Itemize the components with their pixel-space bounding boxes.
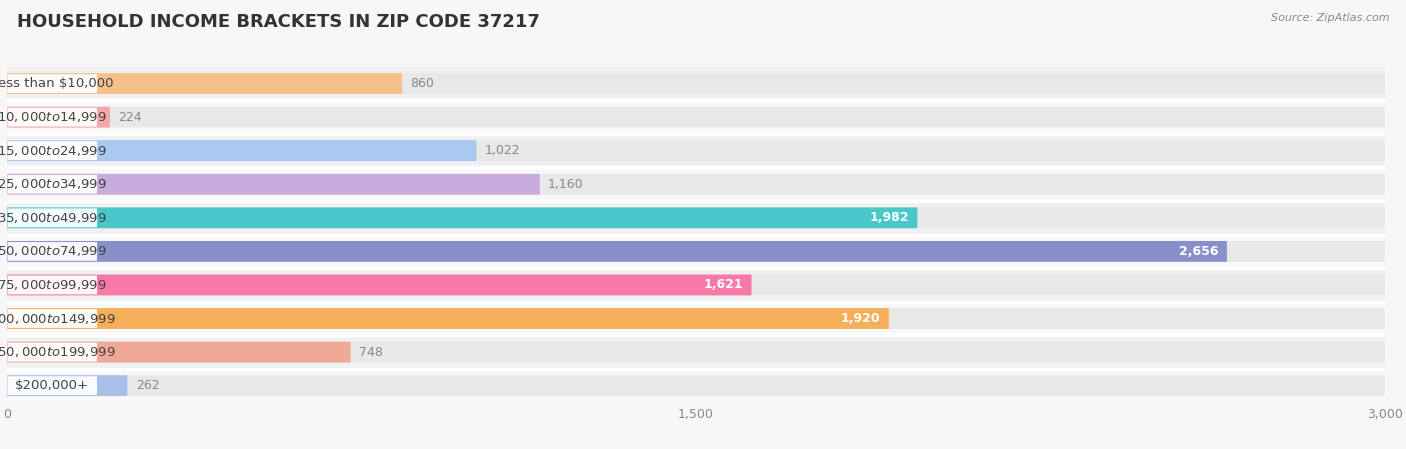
FancyBboxPatch shape <box>7 241 1385 262</box>
FancyBboxPatch shape <box>7 108 97 127</box>
FancyBboxPatch shape <box>7 67 1385 100</box>
Text: $75,000 to $99,999: $75,000 to $99,999 <box>0 278 107 292</box>
Text: $15,000 to $24,999: $15,000 to $24,999 <box>0 144 107 158</box>
FancyBboxPatch shape <box>7 274 752 295</box>
FancyBboxPatch shape <box>7 242 97 261</box>
FancyBboxPatch shape <box>7 207 1385 228</box>
Text: HOUSEHOLD INCOME BRACKETS IN ZIP CODE 37217: HOUSEHOLD INCOME BRACKETS IN ZIP CODE 37… <box>17 13 540 31</box>
FancyBboxPatch shape <box>7 343 97 361</box>
Text: $25,000 to $34,999: $25,000 to $34,999 <box>0 177 107 191</box>
FancyBboxPatch shape <box>7 302 1385 335</box>
FancyBboxPatch shape <box>7 174 1385 195</box>
FancyBboxPatch shape <box>7 276 97 295</box>
Text: 2,656: 2,656 <box>1180 245 1219 258</box>
FancyBboxPatch shape <box>7 107 1385 128</box>
Text: Source: ZipAtlas.com: Source: ZipAtlas.com <box>1271 13 1389 23</box>
Text: 748: 748 <box>359 346 382 359</box>
Text: 860: 860 <box>411 77 434 90</box>
Text: 1,621: 1,621 <box>703 278 744 291</box>
FancyBboxPatch shape <box>7 140 477 161</box>
FancyBboxPatch shape <box>7 208 97 227</box>
Text: $10,000 to $14,999: $10,000 to $14,999 <box>0 110 107 124</box>
FancyBboxPatch shape <box>7 241 1227 262</box>
Text: $200,000+: $200,000+ <box>15 379 89 392</box>
FancyBboxPatch shape <box>7 107 110 128</box>
FancyBboxPatch shape <box>7 134 1385 167</box>
FancyBboxPatch shape <box>7 207 917 228</box>
FancyBboxPatch shape <box>7 369 1385 402</box>
Text: $150,000 to $199,999: $150,000 to $199,999 <box>0 345 115 359</box>
FancyBboxPatch shape <box>7 74 97 93</box>
Text: $50,000 to $74,999: $50,000 to $74,999 <box>0 244 107 258</box>
FancyBboxPatch shape <box>7 174 540 195</box>
Text: $35,000 to $49,999: $35,000 to $49,999 <box>0 211 107 225</box>
FancyBboxPatch shape <box>7 342 1385 362</box>
Text: Less than $10,000: Less than $10,000 <box>0 77 114 90</box>
FancyBboxPatch shape <box>7 175 97 194</box>
FancyBboxPatch shape <box>7 308 889 329</box>
FancyBboxPatch shape <box>7 342 350 362</box>
FancyBboxPatch shape <box>7 375 128 396</box>
FancyBboxPatch shape <box>7 274 1385 295</box>
FancyBboxPatch shape <box>7 100 1385 134</box>
Text: 224: 224 <box>118 110 142 123</box>
FancyBboxPatch shape <box>7 375 1385 396</box>
Text: 1,920: 1,920 <box>841 312 880 325</box>
FancyBboxPatch shape <box>7 167 1385 201</box>
Text: 1,160: 1,160 <box>548 178 583 191</box>
FancyBboxPatch shape <box>7 73 402 94</box>
FancyBboxPatch shape <box>7 309 97 328</box>
Text: 1,982: 1,982 <box>869 211 910 224</box>
FancyBboxPatch shape <box>7 201 1385 235</box>
FancyBboxPatch shape <box>7 376 97 395</box>
FancyBboxPatch shape <box>7 140 1385 161</box>
Text: 262: 262 <box>135 379 159 392</box>
FancyBboxPatch shape <box>7 73 1385 94</box>
FancyBboxPatch shape <box>7 335 1385 369</box>
Text: 1,022: 1,022 <box>485 144 520 157</box>
Text: $100,000 to $149,999: $100,000 to $149,999 <box>0 312 115 326</box>
FancyBboxPatch shape <box>7 141 97 160</box>
FancyBboxPatch shape <box>7 268 1385 302</box>
FancyBboxPatch shape <box>7 308 1385 329</box>
FancyBboxPatch shape <box>7 235 1385 268</box>
